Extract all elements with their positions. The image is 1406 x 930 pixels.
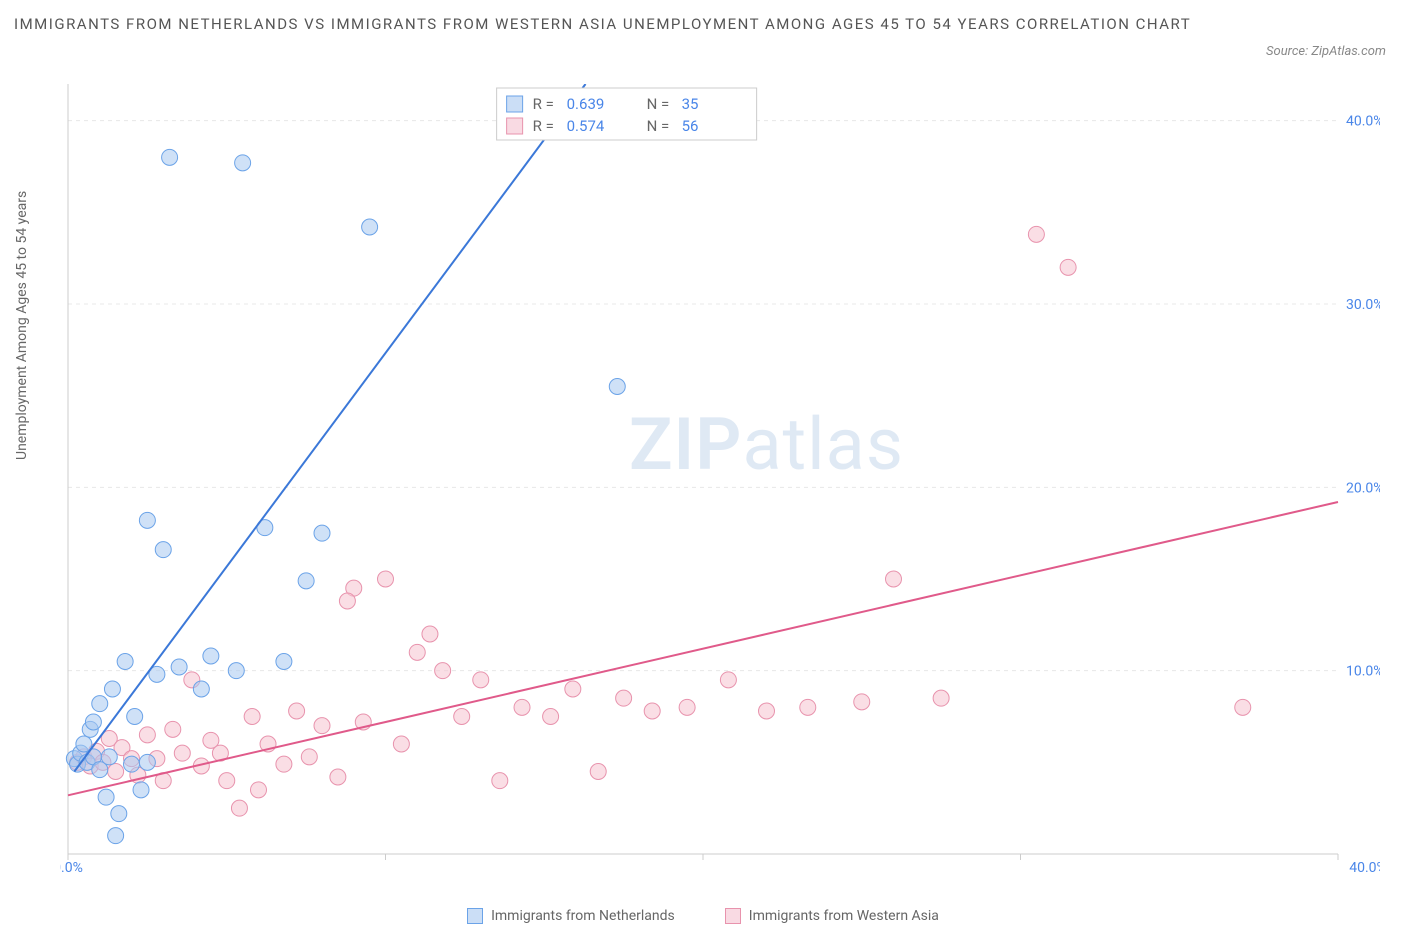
svg-text:ZIPatlas: ZIPatlas	[629, 402, 904, 487]
svg-text:35: 35	[682, 95, 699, 113]
svg-text:56: 56	[682, 117, 699, 135]
svg-text:0.639: 0.639	[567, 95, 605, 113]
legend-item-netherlands: Immigrants from Netherlands	[467, 908, 675, 924]
svg-text:40.0%: 40.0%	[1346, 114, 1380, 130]
chart-title: IMMIGRANTS FROM NETHERLANDS VS IMMIGRANT…	[14, 10, 1392, 39]
svg-text:N =: N =	[647, 95, 670, 113]
legend-label-1: Immigrants from Netherlands	[491, 908, 675, 924]
svg-text:40.0%: 40.0%	[1349, 860, 1380, 874]
scatter-plot-svg: ZIPatlas 10.0% 20.0% 30.0% 40.0% 0.0% 40.0% R =…	[60, 84, 1380, 874]
legend-swatch-blue	[467, 908, 483, 924]
legend-label-2: Immigrants from Western Asia	[749, 908, 939, 924]
source-credit: Source: ZipAtlas.com	[1266, 44, 1386, 59]
svg-text:0.574: 0.574	[567, 117, 605, 135]
y-axis-label: Unemployment Among Ages 45 to 54 years	[14, 191, 30, 460]
svg-text:20.0%: 20.0%	[1346, 480, 1380, 496]
svg-text:R =: R =	[533, 117, 554, 135]
svg-text:R =: R =	[533, 95, 554, 113]
svg-text:N =: N =	[647, 117, 670, 135]
legend-swatch-pink	[725, 908, 741, 924]
bottom-legend: Immigrants from Netherlands Immigrants f…	[0, 908, 1406, 924]
chart-area: ZIPatlas 10.0% 20.0% 30.0% 40.0% 0.0% 40.0% R =…	[60, 84, 1380, 874]
legend-item-western-asia: Immigrants from Western Asia	[725, 908, 939, 924]
svg-text:10.0%: 10.0%	[1346, 664, 1380, 680]
svg-text:30.0%: 30.0%	[1346, 297, 1380, 313]
svg-text:0.0%: 0.0%	[60, 860, 83, 874]
